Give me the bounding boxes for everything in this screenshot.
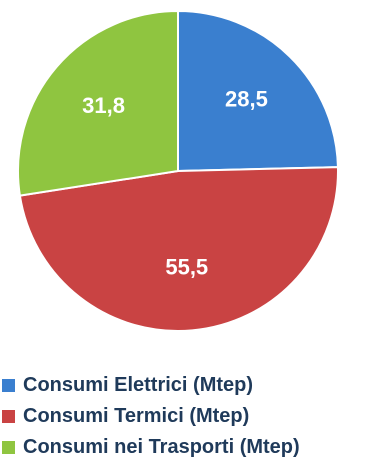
legend-item-1: Consumi Termici (Mtep) — [2, 401, 300, 432]
chart-legend: Consumi Elettrici (Mtep) Consumi Termici … — [2, 370, 300, 463]
legend-label: Consumi Elettrici (Mtep) — [23, 374, 254, 396]
legend-swatch — [2, 441, 15, 454]
legend-item-2: Consumi nei Trasporti (Mtep) — [2, 432, 300, 463]
pie-slice-1 — [18, 166, 339, 332]
data-label-2: 31,8 — [82, 93, 125, 118]
legend-label: Consumi nei Trasporti (Mtep) — [23, 436, 300, 458]
data-label-0: 28,5 — [225, 87, 268, 112]
pie-slice-2 — [17, 9, 179, 197]
pie-slices — [17, 9, 339, 332]
legend-item-0: Consumi Elettrici (Mtep) — [2, 370, 300, 401]
pie-data-labels: 28,5 55,5 31,8 — [82, 87, 268, 280]
legend-label: Consumi Termici (Mtep) — [23, 405, 250, 427]
legend-swatch — [2, 410, 15, 423]
data-label-1: 55,5 — [165, 254, 208, 279]
legend-swatch — [2, 379, 15, 392]
pie-slice-0 — [177, 9, 339, 173]
